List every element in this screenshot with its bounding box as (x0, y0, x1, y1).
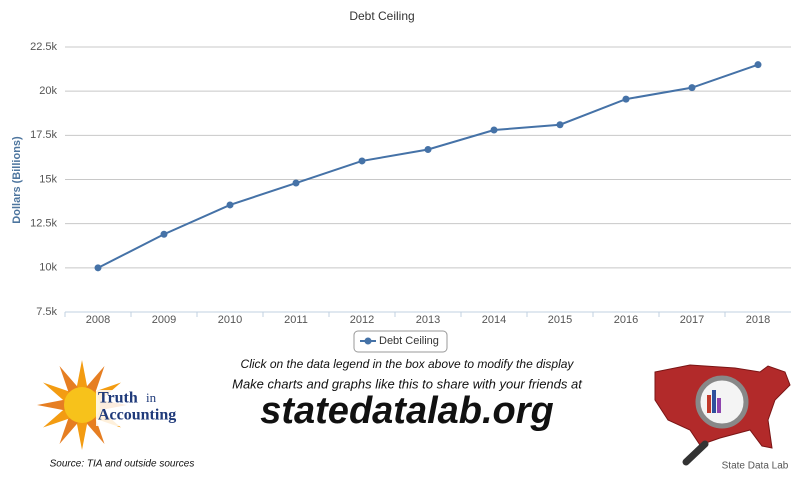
legend-label[interactable]: Debt Ceiling (379, 335, 439, 347)
data-point (358, 157, 366, 165)
x-tick-label: 2010 (218, 314, 242, 326)
x-tick-label: 2018 (746, 314, 770, 326)
x-tick-label: 2014 (482, 314, 506, 326)
data-point (94, 264, 102, 272)
data-point (622, 95, 630, 103)
x-tick-label: 2011 (284, 314, 308, 326)
y-tick-label: 7.5k (36, 306, 57, 318)
logo-text: Accounting (98, 407, 176, 424)
x-tick-label: 2012 (350, 314, 374, 326)
data-point (556, 121, 564, 129)
x-tick-label: 2017 (680, 314, 704, 326)
plot-area: 7.5k 10k 12.5k 15k 17.5k 20k 22.5k 2008 2009 2010… (30, 41, 791, 326)
y-tick-label: 20k (39, 85, 57, 97)
data-point (292, 179, 300, 187)
data-point (754, 61, 762, 69)
x-tick-label: 2008 (86, 314, 110, 326)
data-point (688, 84, 696, 92)
y-tick-label: 22.5k (30, 41, 57, 53)
legend-symbol (364, 337, 372, 345)
y-tick-label: 15k (39, 173, 57, 185)
y-tick-label: 12.5k (30, 218, 57, 230)
data-point (490, 126, 498, 134)
source-note: Source: TIA and outside sources (50, 459, 195, 470)
logo-text: in (146, 390, 157, 405)
data-point (424, 145, 432, 153)
tagline: Make charts and graphs like this to shar… (232, 376, 583, 391)
site-name[interactable]: statedatalab.org (260, 390, 554, 432)
y-tick-label: 17.5k (30, 129, 57, 141)
legend[interactable]: Debt Ceiling (360, 335, 439, 347)
series-line (97, 63, 759, 269)
map-label: State Data Lab (722, 461, 789, 472)
y-tick-label: 10k (39, 262, 57, 274)
x-tick-label: 2013 (416, 314, 440, 326)
data-point (226, 201, 234, 209)
instruction: Click on the data legend in the box abov… (241, 357, 575, 371)
x-tick-label: 2009 (152, 314, 176, 326)
legend-box[interactable] (353, 330, 448, 353)
logo-text: Truth (98, 390, 138, 407)
x-tick-label: 2015 (548, 314, 572, 326)
data-point (160, 230, 168, 238)
x-tick-label: 2016 (614, 314, 638, 326)
y-axis-label: Dollars (Billions) (11, 136, 23, 224)
chart-title: Debt Ceiling (349, 9, 414, 23)
tia-logo: Truth in Accounting Source: TIA and outs… (10, 360, 215, 472)
map-logo: State Data Lab (654, 364, 791, 472)
